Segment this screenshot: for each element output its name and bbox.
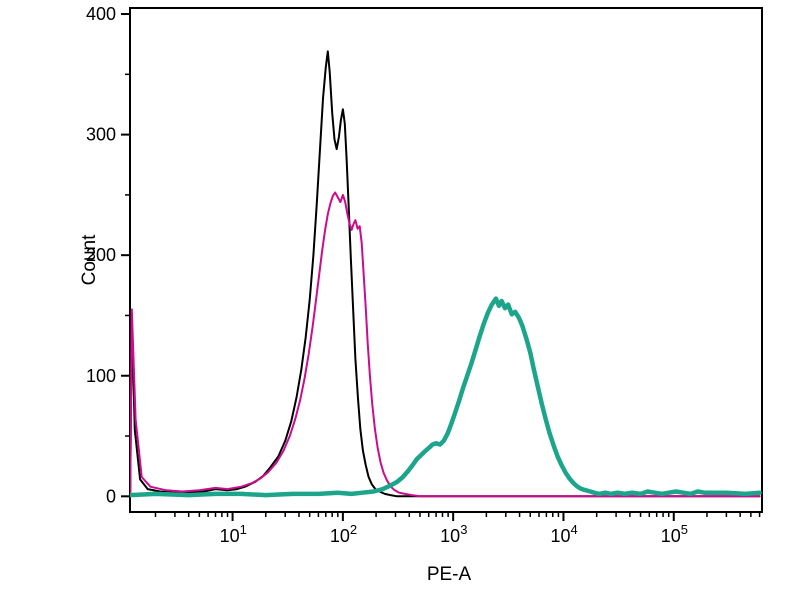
x-tick-label: 105	[661, 522, 688, 546]
x-tick-label: 102	[330, 522, 357, 546]
y-tick-label: 200	[86, 245, 116, 265]
black-curve	[130, 50, 761, 498]
x-tick-label: 104	[550, 522, 577, 546]
y-axis-title: Count	[79, 234, 100, 285]
x-axis-title: PE-A	[427, 564, 472, 585]
x-tick-label: 103	[440, 522, 467, 546]
y-tick-label: 300	[86, 125, 116, 145]
plot-frame	[129, 7, 763, 513]
teal-curve	[130, 296, 762, 498]
y-tick-label: 400	[86, 4, 116, 24]
y-tick-label: 100	[86, 366, 116, 386]
x-tick-label: 101	[220, 522, 247, 546]
y-tick-label: 0	[106, 486, 116, 506]
magenta-curve	[130, 191, 761, 498]
